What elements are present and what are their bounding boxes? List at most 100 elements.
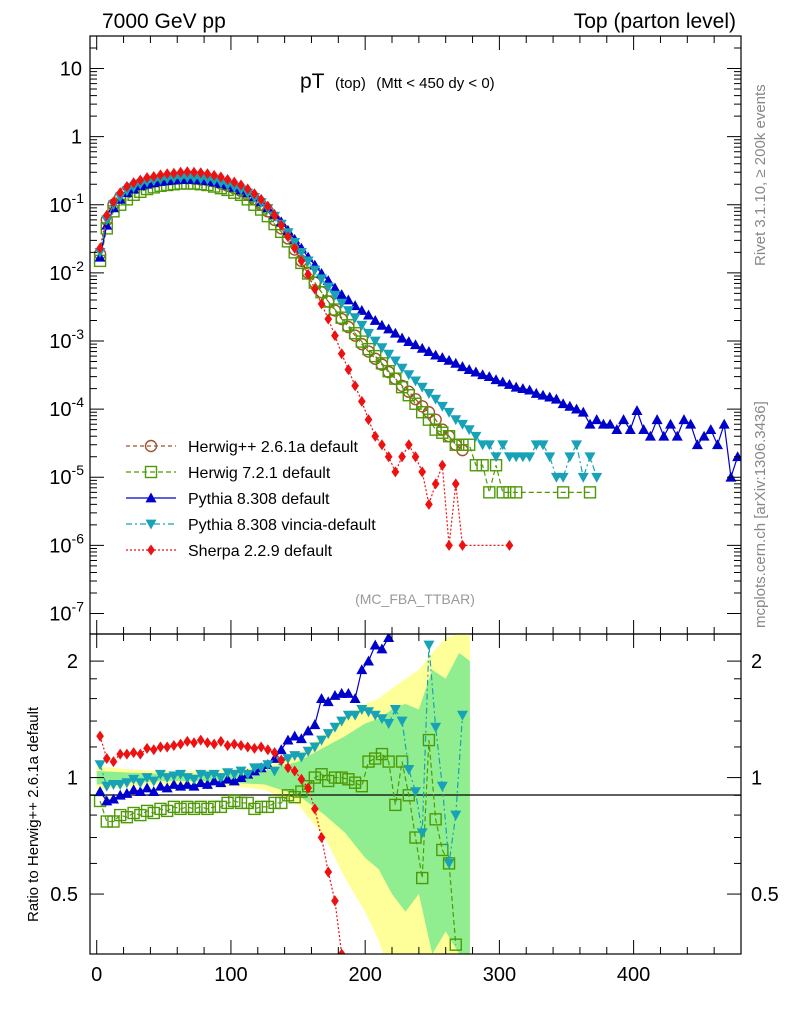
ratio-data-point	[116, 748, 125, 760]
ratio-data-point	[128, 774, 140, 785]
main-series-group	[93, 166, 741, 551]
ratio-data-point	[369, 710, 381, 721]
ratio-data-point	[264, 744, 272, 756]
legend-marker	[144, 465, 158, 479]
data-point	[356, 320, 368, 331]
ratio-ylabel: Ratio to Herwig++ 2.6.1a default	[25, 706, 42, 922]
ratio-data-point	[221, 796, 234, 810]
ratio-data-point	[282, 754, 294, 765]
data-point	[423, 389, 435, 399]
ratio-data-point	[94, 786, 106, 796]
data-point	[732, 451, 741, 462]
ratio-data-point	[195, 777, 207, 788]
analysis-tag: (MC_FBA_TTBAR)	[355, 591, 475, 607]
ratio-data-point	[101, 781, 113, 792]
ratio-data-point	[295, 752, 307, 763]
ratio-y-axis: 0.5 0.5 1 1 2 2	[50, 651, 779, 906]
ratio-data-point	[170, 740, 178, 752]
ratio-data-point	[409, 831, 422, 844]
data-point	[143, 172, 151, 184]
legend: Herwig++ 2.6.1a default Herwig 7.2.1 defa…	[126, 439, 376, 560]
ratio-data-point	[383, 719, 395, 729]
data-point	[604, 418, 616, 429]
data-point	[725, 471, 737, 482]
data-point	[371, 430, 380, 442]
data-point	[228, 182, 240, 193]
data-point	[583, 486, 597, 499]
data-point	[410, 376, 421, 387]
data-point	[324, 313, 333, 325]
x-tick-label: 0	[91, 964, 102, 986]
data-point	[658, 430, 670, 441]
data-point	[436, 352, 448, 363]
ratio-data-point	[140, 804, 154, 818]
legend-marker	[144, 439, 158, 453]
data-point	[337, 348, 346, 360]
data-point	[425, 498, 433, 510]
ratio-data-point	[316, 693, 328, 703]
ratio-data-point	[181, 800, 194, 814]
ratio-data-point	[128, 784, 140, 795]
data-point	[402, 389, 415, 402]
data-point	[678, 414, 690, 425]
data-point	[450, 415, 462, 426]
data-point	[503, 378, 515, 389]
data-point	[443, 407, 455, 418]
legend-label: Pythia 8.308 vincia-default	[188, 517, 376, 534]
ratio-data-point	[322, 696, 334, 707]
ratio-data-point	[382, 755, 395, 768]
ratio-series-sherpa-2-2-9-default	[96, 730, 346, 954]
ratio-data-point	[349, 693, 361, 703]
ratio-data-point	[248, 802, 261, 816]
ratio-data-point	[201, 771, 213, 782]
ratio-data-point	[328, 771, 342, 784]
data-point	[571, 403, 583, 414]
data-point	[136, 174, 145, 186]
ratio-data-point	[188, 774, 200, 785]
ratio-series-group	[93, 618, 468, 954]
ratio-data-point	[176, 738, 185, 750]
ratio-data-point	[369, 639, 381, 650]
ratio-data-point	[402, 789, 415, 802]
data-point	[483, 440, 495, 451]
ratio-data-point	[217, 735, 225, 747]
data-point	[156, 169, 165, 181]
ratio-data-point	[262, 760, 274, 771]
data-point	[264, 200, 272, 212]
ratio-data-point	[235, 772, 247, 782]
ratio-data-point	[183, 735, 192, 747]
ratio-data-point	[302, 725, 314, 736]
ratio-data-point	[168, 771, 180, 782]
ratio-data-point	[396, 716, 408, 727]
data-point	[442, 430, 456, 443]
ratio-data-point	[114, 808, 127, 822]
ratio-data-point	[160, 804, 174, 818]
ratio-data-point	[336, 716, 348, 727]
data-point	[618, 414, 630, 425]
data-point	[357, 395, 366, 407]
data-point	[322, 275, 334, 286]
ratio-data-point	[143, 742, 151, 754]
data-point	[331, 330, 339, 342]
ratio-data-point	[390, 618, 401, 628]
ratio-data-point	[107, 815, 120, 828]
data-point	[310, 283, 319, 295]
data-point	[431, 478, 440, 490]
ratio-data-point	[309, 719, 321, 730]
data-point	[564, 400, 576, 411]
ratio-data-point	[147, 806, 160, 820]
data-point	[438, 459, 447, 471]
data-point	[462, 438, 476, 451]
ratio-data-point	[422, 733, 436, 747]
ratio-data-point	[443, 859, 455, 869]
data-point	[530, 387, 542, 398]
ratio-data-point	[309, 742, 321, 753]
ratio-data-point	[456, 710, 468, 721]
data-point	[443, 354, 455, 365]
plot-title-sub2: (Mtt < 450 dy < 0)	[376, 75, 494, 92]
data-point	[422, 413, 436, 426]
data-point	[376, 343, 388, 354]
legend-item-pythia-8-308-vincia-default: Pythia 8.308 vincia-default	[126, 517, 376, 534]
ratio-data-point	[121, 787, 133, 798]
